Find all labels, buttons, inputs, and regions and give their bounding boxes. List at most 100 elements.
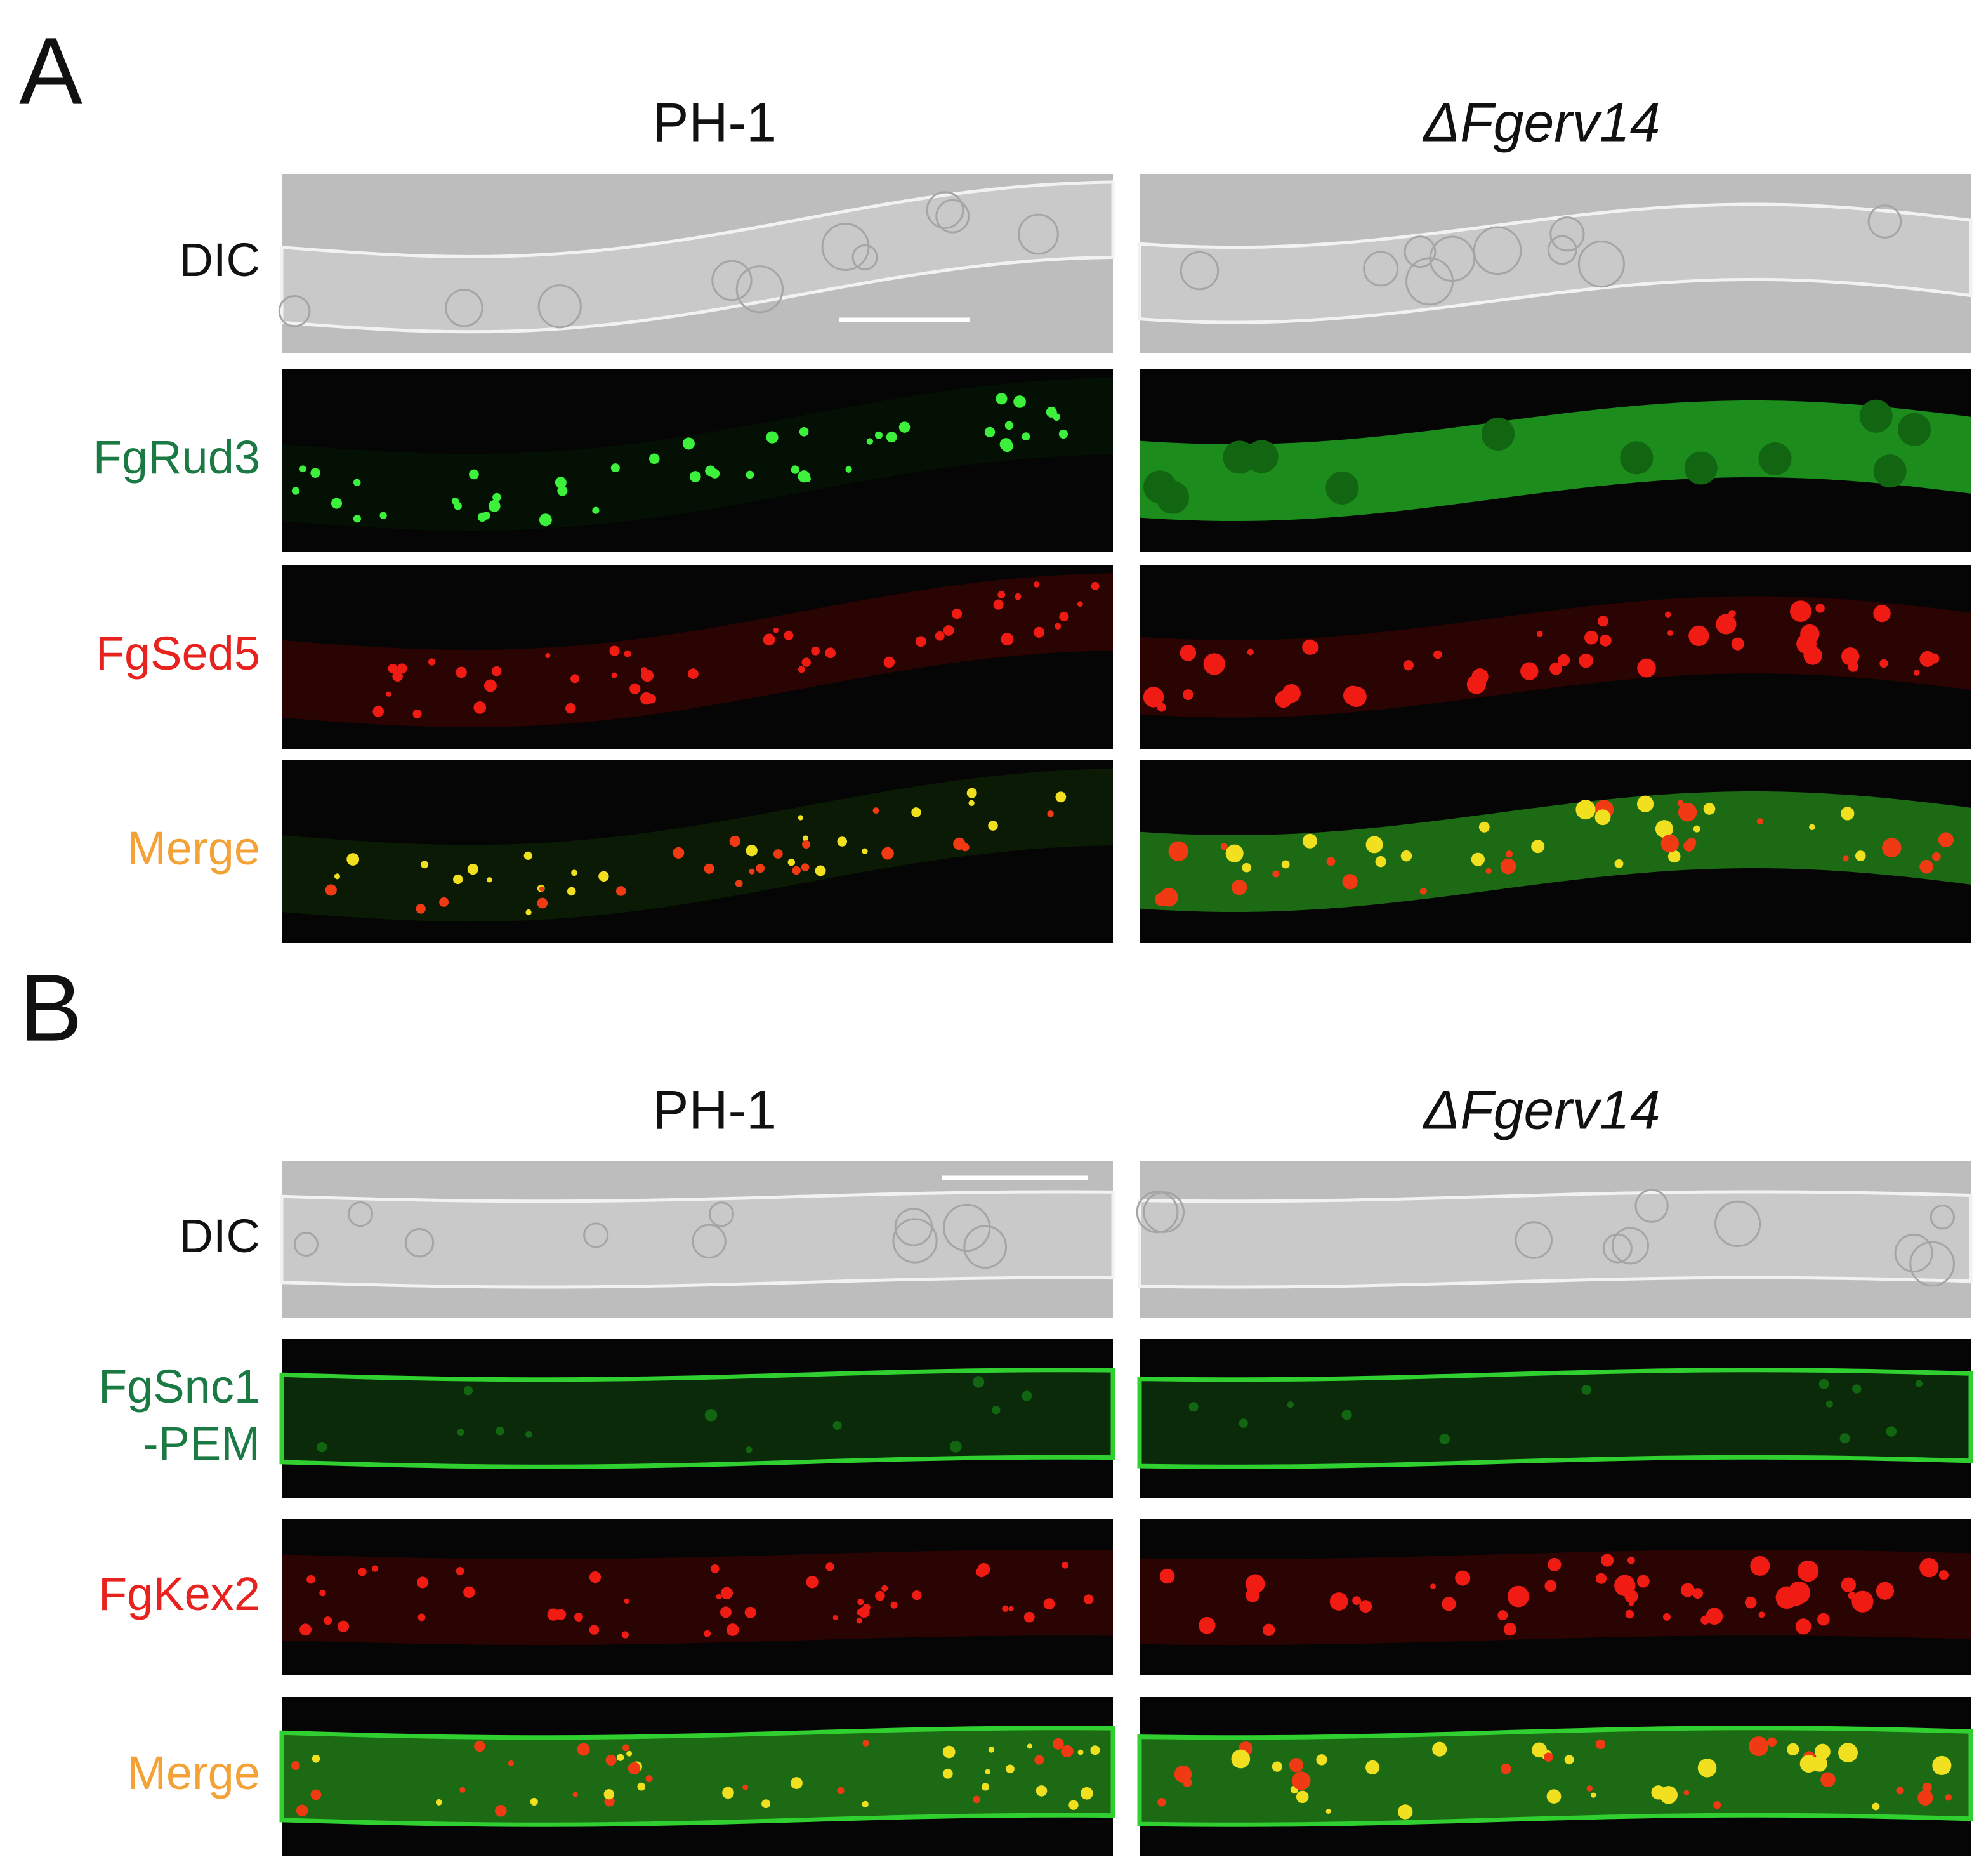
fluorescent-spot (454, 501, 462, 510)
dic-vesicle (1549, 216, 1585, 252)
fluorescent-spot (1938, 1570, 1949, 1580)
fluorescent-spot (673, 847, 685, 859)
dic-vesicle (1894, 1233, 1933, 1273)
fluorescent-spot (1548, 1557, 1562, 1571)
fluorescent-spot (862, 848, 868, 854)
row-label-line: FgSed5 (96, 627, 260, 680)
fluorescent-spot (1917, 1790, 1933, 1806)
row-label-line: Merge (127, 822, 260, 875)
fluorescent-spot (1225, 844, 1244, 862)
fluorescent-spot (898, 421, 911, 433)
fluorescent-spot (1838, 1743, 1858, 1763)
fluorescent-spot (766, 431, 779, 444)
fluorescent-spot (791, 1777, 803, 1789)
fluorescent-spot (492, 492, 501, 502)
fluorescent-spot (1061, 1745, 1074, 1758)
hypha (282, 1550, 1113, 1645)
row-label-line: FgSnc1 (98, 1360, 260, 1413)
fluorescent-spot (1247, 649, 1254, 656)
fluorescent-spot (1596, 1573, 1607, 1584)
column-header: PH-1 (652, 1080, 777, 1141)
dic-vesicle (1930, 1205, 1955, 1230)
row-label: FgKex2 (98, 1568, 260, 1620)
fluorescent-spot (756, 864, 765, 873)
fluorescent-spot (537, 897, 548, 909)
fluorescent-spot (1599, 634, 1612, 647)
fluorescent-spot (1058, 429, 1068, 439)
fluorescent-spot (1143, 470, 1177, 504)
fluorescent-spot (392, 671, 403, 682)
fluorescent-spot (1595, 1739, 1606, 1750)
fluorescent-spot (1579, 653, 1593, 668)
fluorescent-spot (1077, 601, 1083, 607)
fluorescent-spot (312, 1754, 320, 1763)
fluorescent-spot (1537, 631, 1543, 637)
fluorescent-spot (1898, 413, 1931, 446)
fluorescent-spot (1929, 653, 1940, 664)
fluorescent-spot (1188, 1402, 1199, 1412)
fluorescent-spot (966, 788, 977, 798)
hypha (1138, 1190, 1973, 1289)
fluorescent-spot (1549, 662, 1563, 675)
fluorescent-spot (1442, 1597, 1456, 1611)
fluorescent-spot (1077, 1749, 1084, 1755)
fluorescent-spot (1662, 1613, 1671, 1621)
micrograph (1138, 174, 1973, 353)
fluorescent-spot (935, 631, 945, 641)
dic-vesicle (1515, 1221, 1553, 1259)
dic-vesicle (821, 223, 870, 271)
fluorescent-spot (710, 1564, 720, 1573)
fluorescent-spot (1053, 413, 1061, 421)
fluorescent-spot (1716, 614, 1737, 635)
dic-vesicle (935, 199, 970, 234)
fluorescent-spot (435, 1799, 442, 1806)
fluorescent-spot (473, 701, 487, 714)
fluorescent-spot (525, 909, 532, 916)
fluorescent-spot (1027, 1743, 1032, 1749)
micrograph (1137, 1339, 1973, 1498)
fluorescent-spot (1688, 625, 1709, 647)
fluorescent-spot (1614, 859, 1624, 868)
fluorescent-spot (968, 800, 975, 807)
hypha (282, 769, 1113, 922)
fluorescent-spot (1433, 650, 1442, 659)
row-label-line: FgKex2 (98, 1568, 260, 1620)
dic-vesicle (892, 1218, 938, 1264)
fluorescent-spot (1544, 1752, 1553, 1762)
fluorescent-spot (1220, 843, 1228, 850)
fluorescent-spot (1033, 626, 1045, 638)
fluorescent-spot (1713, 1801, 1721, 1809)
fluorescent-spot (611, 672, 617, 678)
fluorescent-spot (988, 821, 998, 831)
fluorescent-spot (1022, 1390, 1032, 1401)
fluorescent-spot (1008, 1606, 1014, 1611)
fluorescent-spot (488, 499, 501, 512)
fluorescent-spot (319, 1589, 326, 1597)
fluorescent-spot (628, 1762, 641, 1775)
fluorescent-spot (1281, 860, 1290, 869)
fluorescent-spot (317, 1442, 327, 1453)
fluorescent-spot (397, 663, 407, 674)
fluorescent-spot (1154, 892, 1169, 906)
fluorescent-spot (1022, 432, 1030, 440)
fluorescent-spot (1636, 1575, 1650, 1588)
dic-vesicle (583, 1222, 609, 1248)
fluorescent-spot (491, 666, 502, 677)
dic-vesicle (1714, 1200, 1761, 1247)
fluorescent-spot (1006, 1764, 1015, 1774)
fluorescent-spot (624, 650, 631, 657)
fluorescent-spot (1091, 581, 1100, 590)
fluorescent-spot (1325, 471, 1359, 505)
fluorescent-spot (1326, 857, 1336, 866)
fluorescent-spot (1896, 1787, 1904, 1795)
fluorescent-spot (1036, 1785, 1048, 1797)
fluorescent-spot (1365, 836, 1383, 854)
micrograph (279, 1697, 1115, 1856)
fluorescent-spot (1876, 1582, 1895, 1600)
fluorescent-spot (806, 1576, 819, 1589)
fluorescent-spot (647, 694, 657, 704)
fluorescent-spot (1403, 660, 1414, 671)
dic-vesicle (1363, 251, 1399, 287)
fluorescent-spot (1703, 803, 1716, 815)
fluorescent-spot (615, 886, 626, 896)
